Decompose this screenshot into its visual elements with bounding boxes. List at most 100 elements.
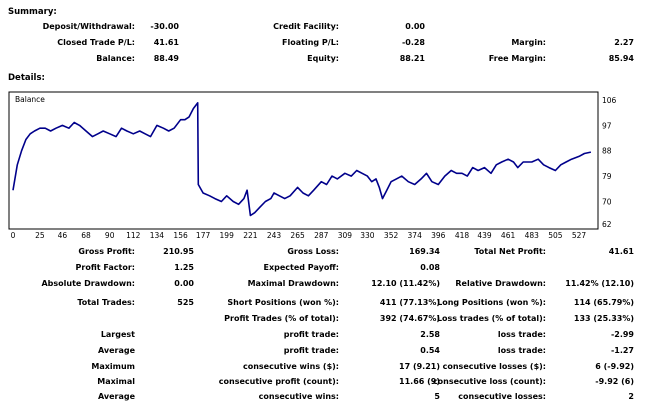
stat-label: Average [97,392,135,401]
stat-label: consecutive wins ($): [242,362,339,371]
stat-label: Absolute Drawdown: [41,279,135,288]
stat-label: Gross Loss: [287,247,339,256]
summary-label: Margin: [511,38,546,47]
stat-value: 1.25 [174,263,194,272]
stat-label: consecutive profit (count): [218,377,339,386]
stat-value: 133 (25.33%) [573,314,634,323]
stat-value: 169.34 [409,247,440,256]
summary-value: 41.61 [153,38,179,47]
stat-label: Average [97,346,135,355]
stat-label: Loss trades (% of total): [436,314,546,323]
stat-label: profit trade: [283,330,339,339]
y-tick-label: 79 [602,172,612,181]
summary-label: Balance: [96,54,135,63]
x-tick-label: 483 [525,231,540,240]
x-tick-label: 46 [58,231,68,240]
stat-label: Total Trades: [77,298,135,307]
stat-value: 6 (-9.92) [595,362,634,371]
stat-label: Largest [100,330,135,339]
stat-value: 0.54 [420,346,440,355]
summary-label: Floating P/L: [282,38,339,47]
stat-label: profit trade: [283,346,339,355]
stat-value: 525 [177,298,194,307]
stat-label: Relative Drawdown: [455,279,546,288]
stat-label: Short Positions (won %): [227,298,339,307]
stat-label: Maximal Drawdown: [247,279,339,288]
summary-value: 85.94 [608,54,634,63]
stat-label: consecutive losses ($): [442,362,546,371]
stat-label: Profit Factor: [75,263,135,272]
summary-value: 0.00 [405,22,425,31]
stat-value: 210.95 [163,247,194,256]
stat-value: 12.10 (11.42%) [371,279,440,288]
x-tick-label: 112 [126,231,141,240]
summary-value: -30.00 [150,22,179,31]
stat-value: 114 (65.79%) [573,298,634,307]
stat-label: consecutive wins: [258,392,339,401]
x-tick-label: 287 [314,231,329,240]
x-axis-ticks: 0 25 46 68 90 112 134 156 177 199 221 243 265 287 309 3… [11,231,587,240]
x-tick-label: 527 [572,231,587,240]
y-axis-ticks: 106 97 88 79 70 62 [602,96,617,229]
x-tick-label: 505 [548,231,563,240]
stat-label: Gross Profit: [78,247,135,256]
stat-label: loss trade: [497,330,546,339]
x-tick-label: 374 [408,231,423,240]
stat-value: 0.00 [174,279,194,288]
x-tick-label: 243 [267,231,282,240]
y-tick-label: 97 [602,121,612,130]
x-tick-label: 352 [384,231,399,240]
balance-series-line [12,102,592,217]
stat-label: Total Net Profit: [474,247,546,256]
x-tick-label: 418 [455,231,470,240]
summary-value: -0.28 [401,38,425,47]
x-tick-label: 396 [431,231,446,240]
summary-label: Equity: [307,54,339,63]
x-tick-label: 309 [338,231,353,240]
x-tick-label: 461 [501,231,516,240]
stat-label: consecutive losses: [458,392,546,401]
stat-value: 5 [434,392,440,401]
x-tick-label: 439 [477,231,492,240]
x-tick-label: 25 [35,231,45,240]
stat-value: -9.92 (6) [595,377,634,386]
summary-value: 2.27 [614,38,634,47]
stat-value: -2.99 [610,330,634,339]
stat-label: consecutive loss (count): [432,377,546,386]
stat-value: 11.66 (9) [399,377,440,386]
stat-label: Expected Payoff: [263,263,339,272]
stat-value: 0.08 [420,263,440,272]
x-tick-label: 265 [290,231,305,240]
summary-label: Closed Trade P/L: [57,38,135,47]
y-tick-label: 88 [602,147,612,156]
summary-value: 88.49 [153,54,179,63]
x-tick-label: 90 [105,231,115,240]
x-tick-label: 68 [81,231,91,240]
x-tick-label: 199 [220,231,235,240]
y-tick-label: 70 [602,198,612,207]
x-tick-label: 221 [243,231,258,240]
y-tick-label: 62 [602,220,612,229]
stat-value: 411 (77.13%) [379,298,440,307]
summary-label: Deposit/Withdrawal: [42,22,135,31]
details-heading: Details: [8,73,45,83]
stat-label: Long Positions (won %): [437,298,546,307]
stat-label: loss trade: [497,346,546,355]
chart-frame [8,91,599,230]
stat-value: 392 (74.67%) [379,314,440,323]
stat-label: Profit Trades (% of total): [224,314,339,323]
x-tick-label: 156 [173,231,188,240]
chart-title: Balance [15,95,45,104]
stat-value: 41.61 [608,247,634,256]
stat-value: 17 (9.21) [399,362,440,371]
stat-value: -1.27 [610,346,634,355]
summary-label: Free Margin: [488,54,546,63]
y-tick-label: 106 [602,96,617,105]
x-tick-label: 330 [360,231,375,240]
stat-label: Maximal [97,377,135,386]
x-tick-label: 134 [150,231,165,240]
stat-value: 2.58 [420,330,440,339]
summary-heading: Summary: [8,7,57,17]
stat-value: 11.42% (12.10) [565,279,634,288]
